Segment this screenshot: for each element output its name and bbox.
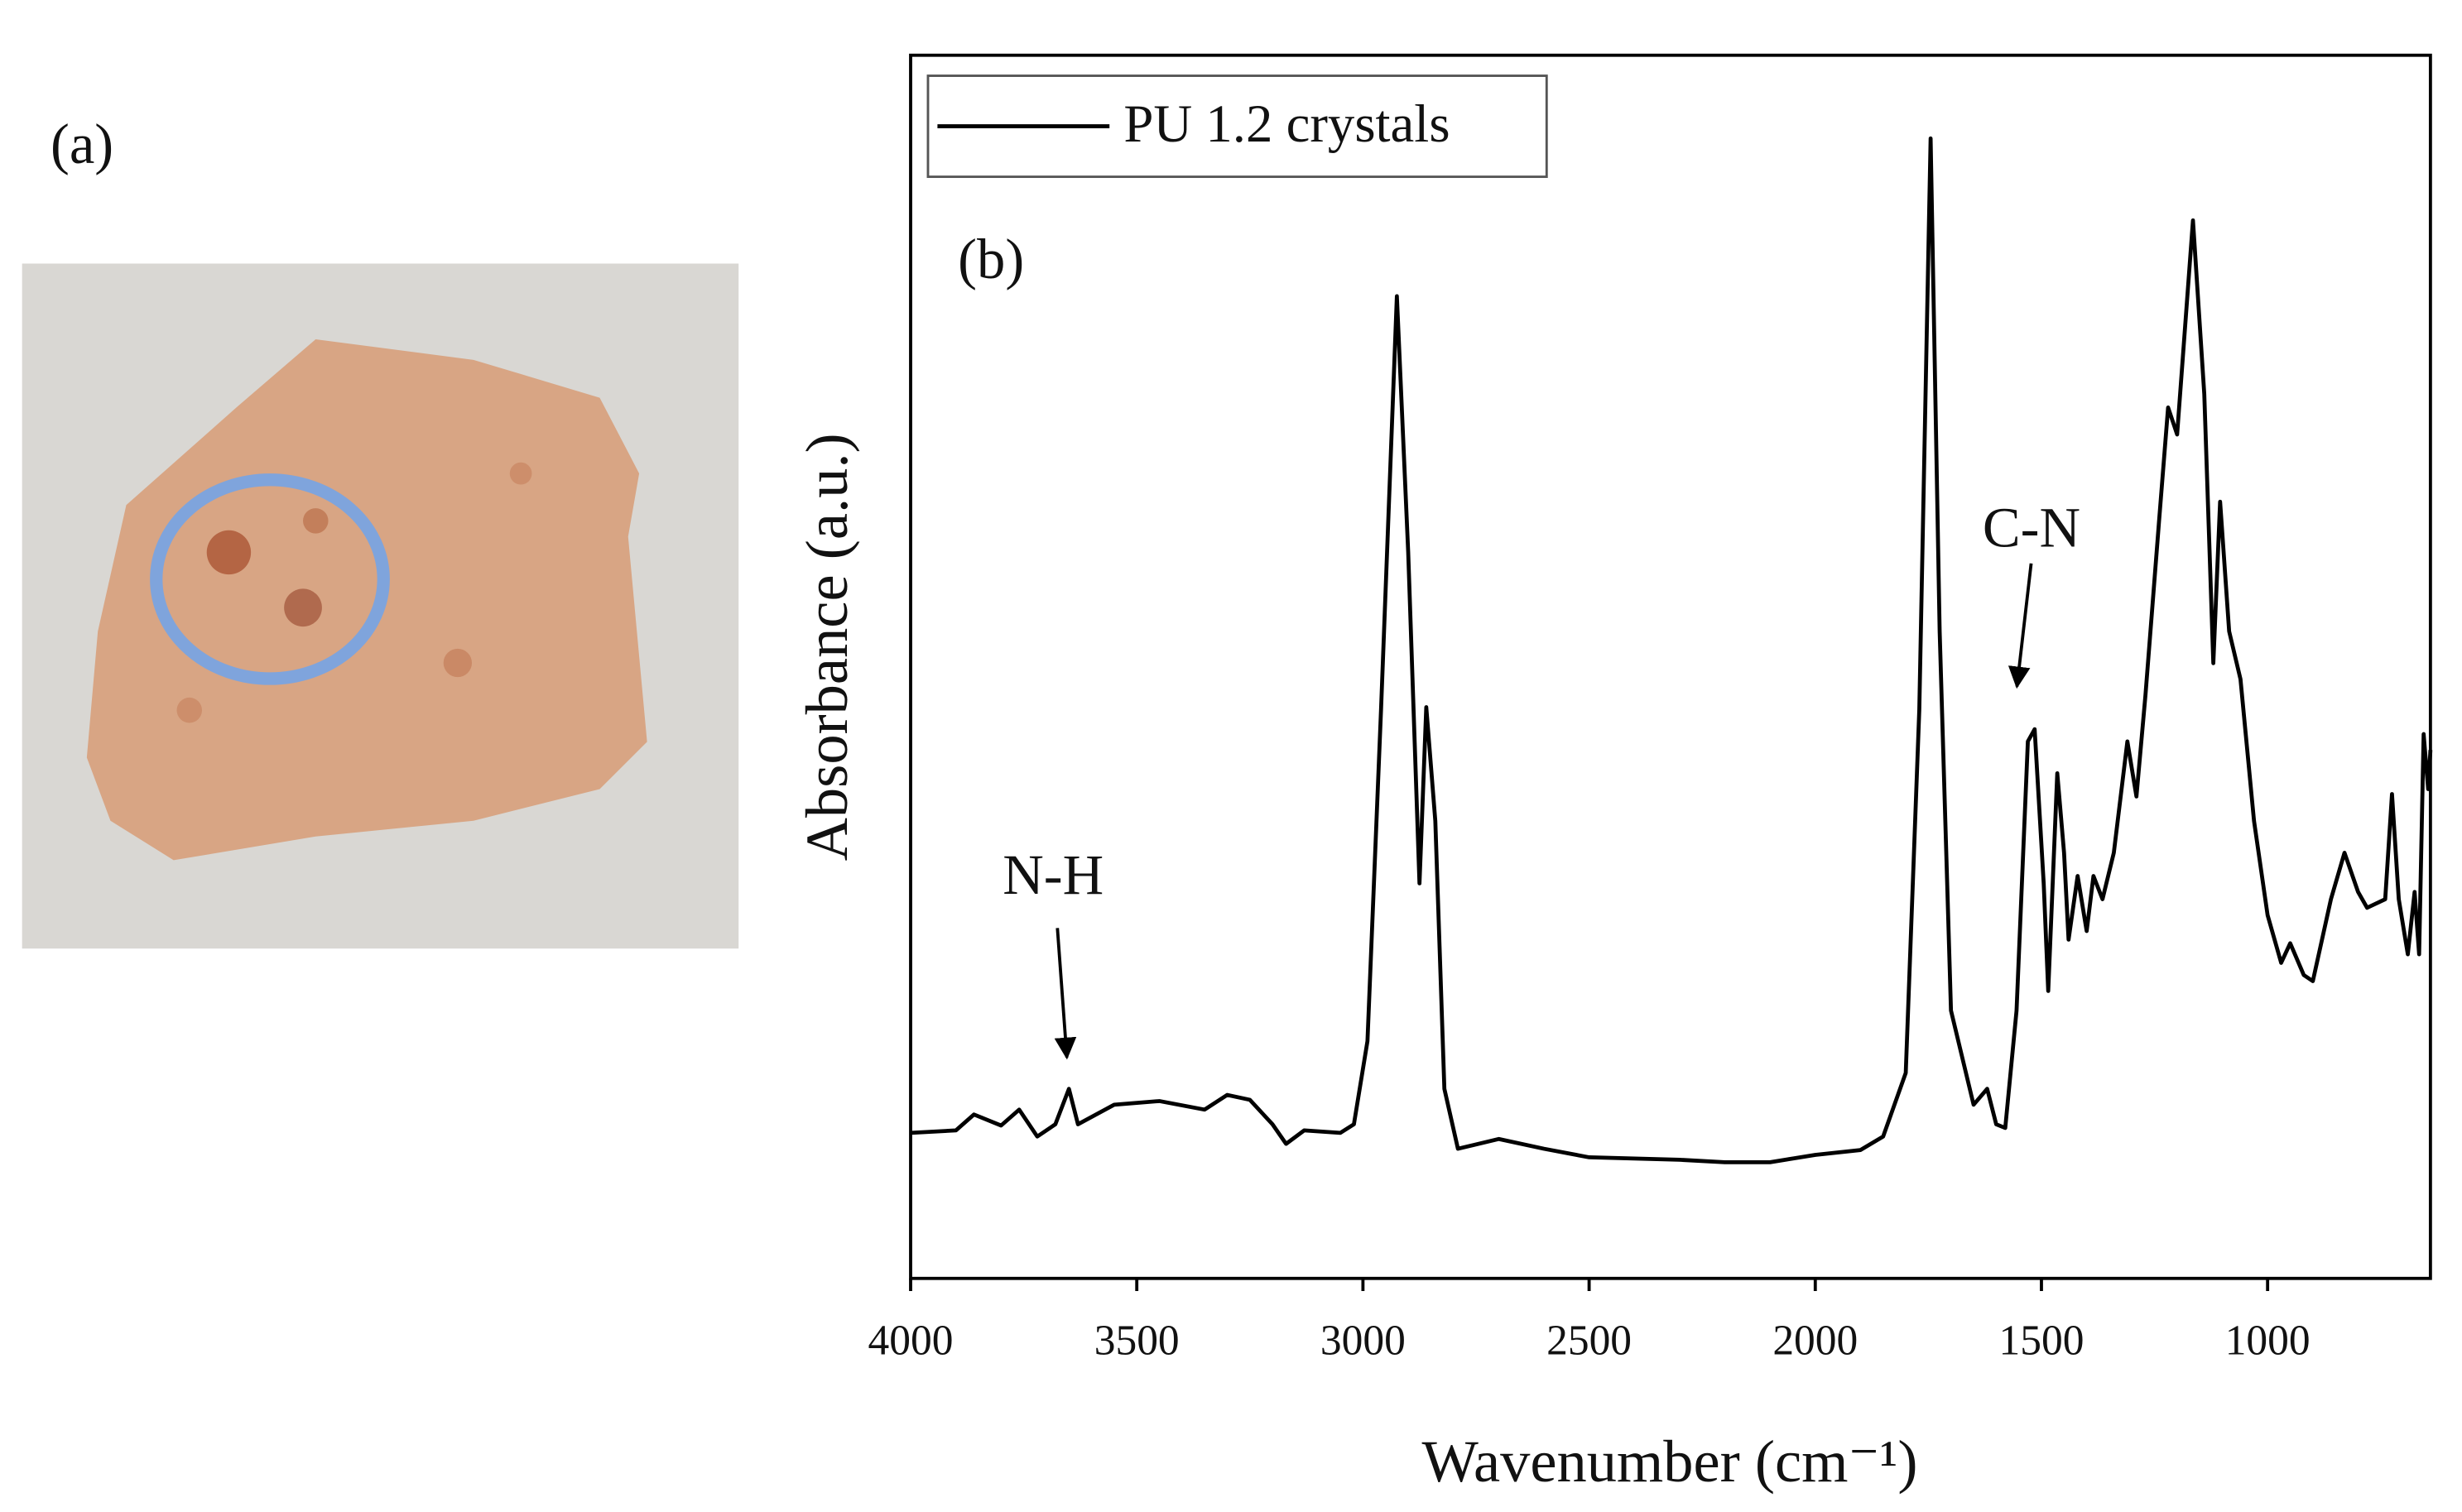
- annotation: N-H: [1003, 843, 1104, 906]
- y-axis-label: Absorbance (a.u.): [793, 433, 860, 861]
- highlight-circle: [150, 473, 390, 685]
- plot-frame: [909, 53, 2432, 1280]
- photo: [22, 263, 739, 949]
- x-tick-label: 2500: [1546, 1318, 1632, 1365]
- x-tick-label: 3500: [1094, 1318, 1180, 1365]
- panel-label: (b): [958, 228, 1024, 290]
- x-tick-label: 2000: [1772, 1318, 1858, 1365]
- legend-label: PU 1.2 crystals: [1123, 94, 1450, 154]
- x-tick-label: 3000: [1320, 1318, 1406, 1365]
- arrow: [2008, 563, 2033, 689]
- annotation: C-N: [1983, 496, 2080, 559]
- spot: [176, 697, 203, 723]
- arrow: [1054, 928, 1077, 1060]
- x-tick-label: 1000: [2225, 1318, 2311, 1365]
- spot: [284, 588, 322, 627]
- spot: [206, 530, 252, 575]
- spot: [443, 648, 473, 678]
- sample: [86, 339, 647, 861]
- panel-label: (a): [50, 113, 113, 175]
- x-axis-label: Wavenumber (cm⁻¹): [1421, 1428, 1917, 1495]
- x-tick-label: 4000: [868, 1318, 954, 1365]
- spectrum-line: [910, 136, 2433, 1164]
- spot: [303, 508, 329, 534]
- spot: [509, 462, 532, 485]
- x-tick-label: 1500: [1999, 1318, 2085, 1365]
